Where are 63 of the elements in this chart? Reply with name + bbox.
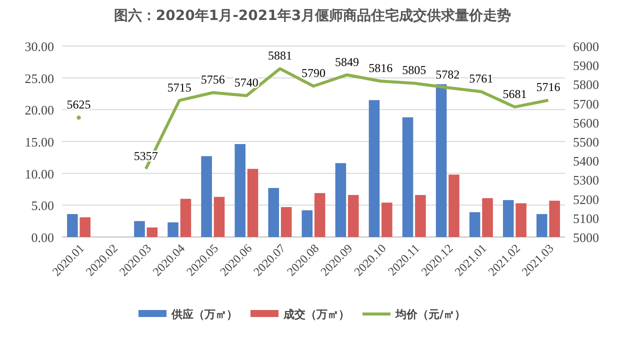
legend-label: 均价（元/㎡） (394, 308, 466, 321)
y-tick-label: 25.00 (24, 70, 54, 86)
bar (134, 221, 145, 237)
data-label: 5715 (167, 80, 192, 94)
bar (268, 188, 280, 237)
data-label: 5681 (502, 86, 527, 101)
y-tick-label: 20.00 (24, 102, 54, 118)
y-tick-label: 10.00 (24, 166, 54, 182)
data-label: 5805 (402, 63, 426, 78)
y2-tick-label: 5100 (573, 210, 599, 226)
y2-tick-label: 5000 (573, 230, 599, 245)
data-label: 5716 (536, 80, 560, 94)
bar (247, 168, 258, 237)
data-label: 5756 (200, 72, 225, 87)
y-tick-label: 5.00 (31, 198, 54, 214)
y-tick-label: 0.00 (31, 230, 54, 245)
bar (402, 117, 414, 237)
y-tick-label: 30.00 (24, 39, 54, 54)
legend-label: 供应（万㎡） (170, 308, 238, 321)
bar (180, 198, 192, 237)
bar (314, 193, 326, 237)
y2-tick-label: 5800 (573, 77, 599, 92)
y2-tick-label: 5700 (573, 96, 599, 112)
bar (168, 222, 178, 237)
bar (302, 210, 313, 237)
data-label: 5881 (268, 48, 292, 63)
data-label: 5816 (368, 61, 393, 76)
bar (335, 163, 346, 237)
data-label: 5740 (234, 76, 258, 90)
chart-title: 图六：2020年1月-2021年3月偃师商品住宅成交供求量价走势 (114, 7, 512, 24)
y2-tick-label: 6000 (573, 39, 599, 54)
bar (382, 202, 392, 237)
bar (549, 200, 560, 237)
data-label: 5790 (302, 66, 326, 80)
bar (234, 144, 246, 237)
bar (280, 207, 292, 237)
bar (502, 200, 514, 237)
y-tick-label: 15.00 (24, 134, 54, 150)
bar (368, 100, 380, 237)
bar (482, 198, 493, 237)
data-label: 5625 (66, 98, 91, 112)
y2-tick-label: 5900 (573, 58, 599, 74)
bar (348, 194, 359, 237)
bar (415, 194, 426, 237)
bar (146, 227, 158, 237)
bar (516, 203, 526, 237)
y2-tick-label: 5600 (573, 115, 599, 130)
bar (80, 217, 91, 237)
y2-tick-label: 5400 (573, 154, 599, 169)
legend-label: 成交（万㎡） (282, 308, 350, 321)
bar (469, 212, 480, 237)
data-label: 5849 (335, 54, 360, 69)
data-label: 5782 (436, 68, 460, 82)
bar (214, 196, 225, 237)
bar (67, 214, 78, 237)
y2-tick-label: 5300 (573, 172, 599, 188)
data-label: 5761 (469, 72, 494, 86)
y2-tick-label: 5200 (573, 192, 599, 207)
bar (436, 84, 447, 237)
y2-tick-label: 5500 (573, 134, 599, 150)
bar (201, 156, 212, 237)
bar (536, 214, 548, 237)
bar (448, 174, 460, 237)
